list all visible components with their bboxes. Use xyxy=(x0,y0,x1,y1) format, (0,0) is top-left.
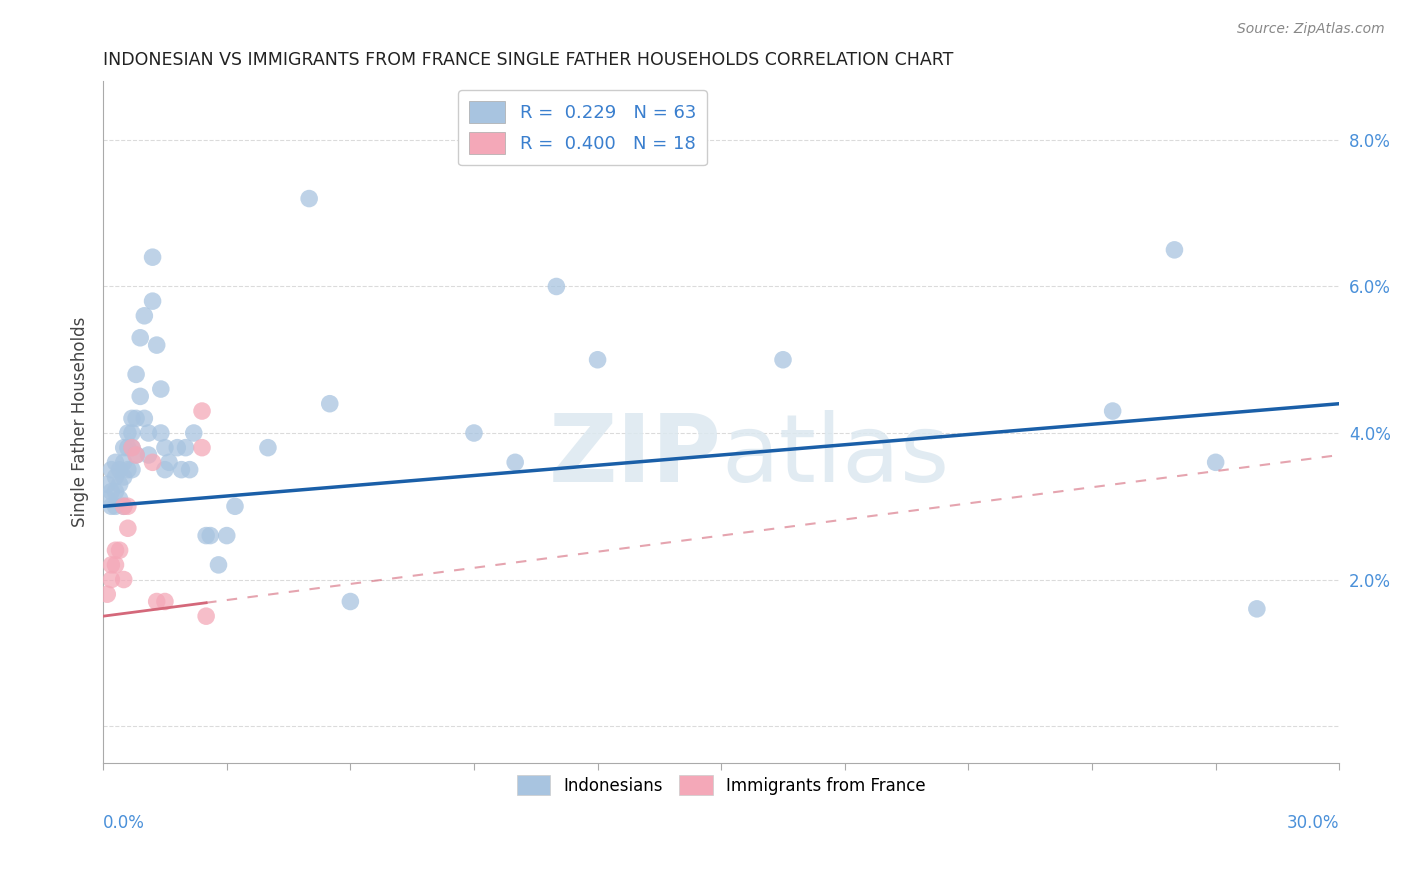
Point xyxy=(129,331,152,345)
Point xyxy=(96,587,118,601)
Text: INDONESIAN VS IMMIGRANTS FROM FRANCE SINGLE FATHER HOUSEHOLDS CORRELATION CHART: INDONESIAN VS IMMIGRANTS FROM FRANCE SIN… xyxy=(103,51,953,69)
Point xyxy=(157,455,180,469)
Point xyxy=(121,425,143,440)
Point xyxy=(138,425,160,440)
Point xyxy=(108,543,131,558)
Point xyxy=(1246,602,1268,616)
Point xyxy=(149,382,172,396)
Point xyxy=(104,470,127,484)
Point xyxy=(108,463,131,477)
Point xyxy=(112,573,135,587)
Point xyxy=(463,425,485,440)
Point xyxy=(224,500,246,514)
Point xyxy=(121,441,143,455)
Point xyxy=(104,455,127,469)
Point xyxy=(142,250,165,264)
Point xyxy=(112,500,135,514)
Point xyxy=(772,352,794,367)
Point xyxy=(100,573,122,587)
Point xyxy=(121,441,143,455)
Point xyxy=(586,352,609,367)
Point xyxy=(121,463,143,477)
Point xyxy=(215,528,238,542)
Point xyxy=(104,558,127,572)
Point xyxy=(339,594,361,608)
Point xyxy=(546,279,568,293)
Point xyxy=(108,477,131,491)
Point xyxy=(145,594,167,608)
Point xyxy=(121,411,143,425)
Point xyxy=(207,558,229,572)
Point xyxy=(129,389,152,403)
Point xyxy=(298,192,321,206)
Point xyxy=(96,477,118,491)
Point xyxy=(179,463,201,477)
Point xyxy=(100,484,122,499)
Text: 0.0%: 0.0% xyxy=(103,814,145,832)
Point xyxy=(170,463,193,477)
Point xyxy=(1101,404,1123,418)
Point xyxy=(195,609,218,624)
Point xyxy=(195,528,218,542)
Point xyxy=(117,521,139,535)
Text: 30.0%: 30.0% xyxy=(1286,814,1340,832)
Point xyxy=(149,425,172,440)
Point xyxy=(125,448,148,462)
Point xyxy=(503,455,526,469)
Point xyxy=(104,500,127,514)
Point xyxy=(104,543,127,558)
Point xyxy=(134,309,156,323)
Point xyxy=(1163,243,1185,257)
Point xyxy=(200,528,222,542)
Point xyxy=(112,470,135,484)
Point xyxy=(319,397,342,411)
Text: ZIP: ZIP xyxy=(548,410,721,502)
Point xyxy=(100,558,122,572)
Point xyxy=(142,455,165,469)
Point xyxy=(125,411,148,425)
Point xyxy=(117,425,139,440)
Point xyxy=(183,425,205,440)
Y-axis label: Single Father Households: Single Father Households xyxy=(72,317,89,527)
Point xyxy=(174,441,197,455)
Point xyxy=(112,441,135,455)
Point xyxy=(145,338,167,352)
Text: atlas: atlas xyxy=(721,410,949,502)
Point xyxy=(117,463,139,477)
Point xyxy=(153,463,176,477)
Point xyxy=(112,500,135,514)
Point xyxy=(257,441,280,455)
Point xyxy=(100,500,122,514)
Point xyxy=(104,484,127,499)
Point xyxy=(108,491,131,506)
Point xyxy=(112,455,135,469)
Point xyxy=(117,441,139,455)
Point xyxy=(153,441,176,455)
Point xyxy=(142,294,165,309)
Legend: Indonesians, Immigrants from France: Indonesians, Immigrants from France xyxy=(510,768,932,802)
Point xyxy=(96,491,118,506)
Text: Source: ZipAtlas.com: Source: ZipAtlas.com xyxy=(1237,22,1385,37)
Point xyxy=(166,441,188,455)
Point xyxy=(138,448,160,462)
Point xyxy=(191,404,214,418)
Point xyxy=(125,368,148,382)
Point xyxy=(100,463,122,477)
Point xyxy=(191,441,214,455)
Point xyxy=(153,594,176,608)
Point xyxy=(117,500,139,514)
Point xyxy=(134,411,156,425)
Point xyxy=(1205,455,1227,469)
Point xyxy=(125,448,148,462)
